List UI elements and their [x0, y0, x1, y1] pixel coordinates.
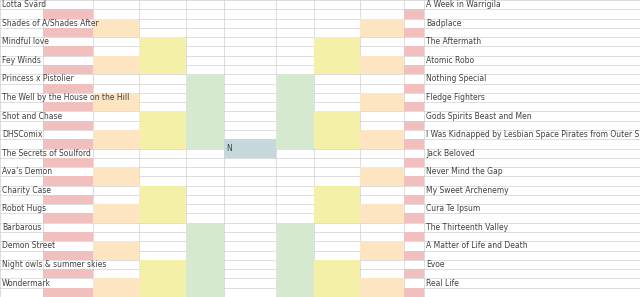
Text: DHSComix: DHSComix [2, 130, 42, 139]
Bar [360, 18, 404, 37]
Bar [404, 176, 424, 186]
Text: Nothing Special: Nothing Special [426, 74, 486, 83]
Bar [404, 232, 424, 241]
Bar [139, 111, 186, 148]
Text: The Secrets of Soulford: The Secrets of Soulford [2, 148, 91, 158]
Bar [404, 102, 424, 111]
Bar [404, 65, 424, 74]
Bar [43, 121, 93, 130]
Bar [404, 269, 424, 279]
Bar [43, 232, 93, 241]
Bar [360, 204, 404, 223]
Bar [43, 158, 93, 167]
Bar [404, 214, 424, 223]
Text: Wondermark: Wondermark [2, 279, 51, 287]
Text: The Well by the House on the Hill: The Well by the House on the Hill [2, 93, 129, 102]
Text: Ava’s Demon: Ava’s Demon [2, 167, 52, 176]
Text: Fey Winds: Fey Winds [2, 56, 41, 65]
Bar [43, 251, 93, 260]
Bar [93, 56, 139, 74]
Bar [43, 28, 93, 37]
Bar [404, 121, 424, 130]
Bar [360, 56, 404, 74]
Bar [314, 37, 360, 74]
Text: Real Life: Real Life [426, 279, 459, 287]
Bar [404, 288, 424, 297]
Text: Cura Te Ipsum: Cura Te Ipsum [426, 204, 480, 213]
Bar [360, 279, 404, 297]
Text: The Thirteenth Valley: The Thirteenth Valley [426, 223, 508, 232]
Text: Lotta Svärd: Lotta Svärd [2, 0, 46, 9]
Bar [360, 93, 404, 111]
Bar [404, 139, 424, 148]
Text: Atomic Robo: Atomic Robo [426, 56, 474, 65]
Bar [404, 9, 424, 18]
Text: The Aftermath: The Aftermath [426, 37, 481, 46]
Bar [93, 241, 139, 260]
Text: Charity Case: Charity Case [2, 186, 51, 195]
Bar [139, 37, 186, 74]
Bar [186, 223, 224, 297]
Bar [139, 186, 186, 223]
Bar [43, 288, 93, 297]
Bar [43, 139, 93, 148]
Text: A Matter of Life and Death: A Matter of Life and Death [426, 241, 527, 250]
Text: N: N [226, 144, 232, 153]
Bar [360, 241, 404, 260]
Text: Shades of A/Shades After: Shades of A/Shades After [2, 19, 99, 28]
Bar [93, 204, 139, 223]
Bar [43, 176, 93, 186]
Bar [43, 9, 93, 18]
Bar [276, 74, 314, 148]
Bar [360, 167, 404, 186]
Bar [43, 214, 93, 223]
Text: Princess x Pistolier: Princess x Pistolier [2, 74, 74, 83]
Bar [43, 269, 93, 279]
Bar [314, 111, 360, 148]
Bar [404, 46, 424, 56]
Text: Night owls & summer skies: Night owls & summer skies [2, 260, 106, 269]
Bar [186, 74, 224, 148]
Text: Badplace: Badplace [426, 19, 461, 28]
Bar [224, 139, 276, 158]
Bar [43, 65, 93, 74]
Bar [43, 46, 93, 56]
Text: Evoe: Evoe [426, 260, 445, 269]
Text: Jack Beloved: Jack Beloved [426, 148, 475, 158]
Text: My Sweet Archenemy: My Sweet Archenemy [426, 186, 509, 195]
Bar [404, 251, 424, 260]
Bar [43, 102, 93, 111]
Bar [93, 93, 139, 111]
Bar [139, 260, 186, 297]
Text: Shot and Chase: Shot and Chase [2, 111, 62, 121]
Text: I Was Kidnapped by Lesbian Space Pirates from Outer Space: I Was Kidnapped by Lesbian Space Pirates… [426, 130, 640, 139]
Text: Never Mind the Gap: Never Mind the Gap [426, 167, 502, 176]
Text: Gods Spirits Beast and Men: Gods Spirits Beast and Men [426, 111, 532, 121]
Bar [93, 279, 139, 297]
Bar [404, 158, 424, 167]
Bar [43, 195, 93, 204]
Bar [314, 186, 360, 223]
Bar [93, 130, 139, 148]
Text: Demon Street: Demon Street [2, 241, 55, 250]
Bar [93, 167, 139, 186]
Bar [93, 18, 139, 37]
Text: A Week in Warrigila: A Week in Warrigila [426, 0, 500, 9]
Bar [404, 83, 424, 93]
Text: Mindful love: Mindful love [2, 37, 49, 46]
Bar [43, 83, 93, 93]
Bar [404, 28, 424, 37]
Bar [404, 195, 424, 204]
Bar [276, 223, 314, 297]
Text: Robot Hugs: Robot Hugs [2, 204, 46, 213]
Text: Fledge Fighters: Fledge Fighters [426, 93, 485, 102]
Bar [314, 260, 360, 297]
Bar [360, 130, 404, 148]
Text: Barbarous: Barbarous [2, 223, 42, 232]
